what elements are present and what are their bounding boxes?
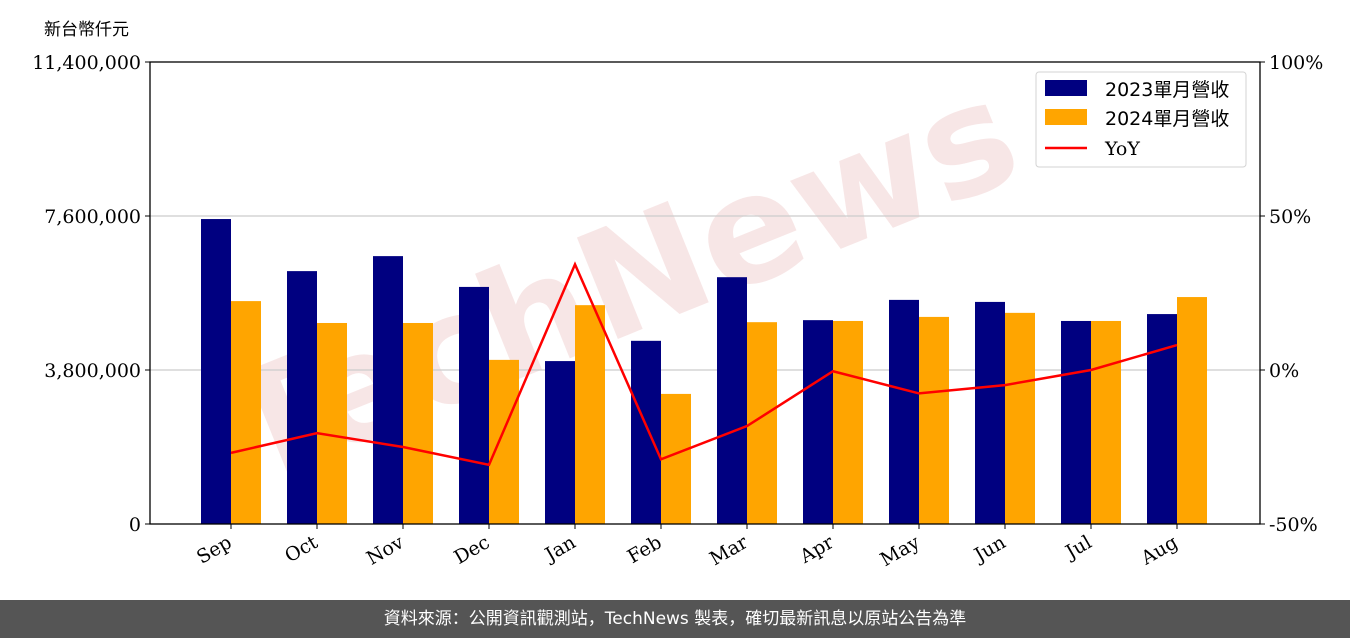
x-tick-label: Jan bbox=[540, 531, 580, 567]
y-left-tick-label: 3,800,000 bbox=[44, 360, 141, 382]
x-tick-label: Apr bbox=[795, 531, 838, 568]
y-left-tick-label: 11,400,000 bbox=[32, 52, 141, 74]
legend-label: 2023單月營收 bbox=[1105, 79, 1229, 101]
legend-box bbox=[1035, 71, 1247, 168]
bar-2024-feb bbox=[661, 393, 691, 524]
y-right-tick-label: -50% bbox=[1269, 514, 1318, 536]
bar-2023-jul bbox=[1061, 320, 1091, 524]
legend-swatch bbox=[1045, 80, 1087, 96]
bar-2024-dec bbox=[489, 359, 519, 524]
y-left-tick-label: 0 bbox=[129, 514, 141, 536]
y-left-tick-label: 7,600,000 bbox=[44, 206, 141, 228]
x-tick-label: Jul bbox=[1060, 531, 1095, 564]
x-tick-label: Sep bbox=[193, 531, 236, 568]
bar-2024-oct bbox=[317, 322, 347, 524]
bar-2023-jan bbox=[545, 361, 575, 524]
source-footer: 資料來源：公開資訊觀測站，TechNews 製表，確切最新訊息以原站公告為準 bbox=[0, 600, 1350, 638]
bar-2023-dec bbox=[459, 286, 489, 524]
x-tick-label: Oct bbox=[281, 531, 322, 567]
bar-2024-nov bbox=[403, 322, 433, 524]
x-tick-label: Mar bbox=[706, 531, 752, 570]
bar-2024-jun bbox=[1005, 312, 1035, 524]
bar-2023-may bbox=[889, 299, 919, 524]
y-right-tick-label: 0% bbox=[1269, 360, 1299, 382]
bar-2023-sep bbox=[201, 219, 231, 524]
y-right-tick-label: 100% bbox=[1269, 52, 1323, 74]
bar-2023-jun bbox=[975, 301, 1005, 524]
legend-label: 2024單月營收 bbox=[1105, 108, 1229, 130]
revenue-chart: TechNews03,800,0007,600,00011,400,000-50… bbox=[32, 46, 1323, 571]
bar-2023-feb bbox=[631, 340, 661, 524]
bar-2023-nov bbox=[373, 256, 403, 524]
x-tick-label: Aug bbox=[1137, 531, 1182, 570]
x-tick-label: Jun bbox=[969, 531, 1010, 567]
bar-2024-sep bbox=[231, 301, 261, 524]
plot-frame bbox=[149, 61, 1261, 525]
bar-2023-oct bbox=[287, 271, 317, 524]
bar-2024-apr bbox=[833, 320, 863, 524]
bar-2024-jan bbox=[575, 305, 605, 524]
bar-2024-aug bbox=[1177, 297, 1207, 524]
x-tick-label: Dec bbox=[450, 531, 493, 569]
legend-label: YoY bbox=[1104, 138, 1140, 160]
bar-2023-apr bbox=[803, 320, 833, 524]
yoy-line bbox=[230, 261, 1178, 467]
y-axis-unit-label: 新台幣仟元 bbox=[44, 20, 129, 40]
y-right-tick-label: 50% bbox=[1269, 206, 1311, 228]
x-tick-label: Feb bbox=[624, 531, 666, 568]
bar-2024-may bbox=[919, 316, 949, 524]
bar-2023-mar bbox=[717, 277, 747, 524]
x-tick-label: May bbox=[877, 531, 924, 571]
legend-swatch bbox=[1045, 109, 1087, 125]
x-tick-label: Nov bbox=[363, 531, 408, 570]
bar-2024-jul bbox=[1091, 320, 1121, 524]
